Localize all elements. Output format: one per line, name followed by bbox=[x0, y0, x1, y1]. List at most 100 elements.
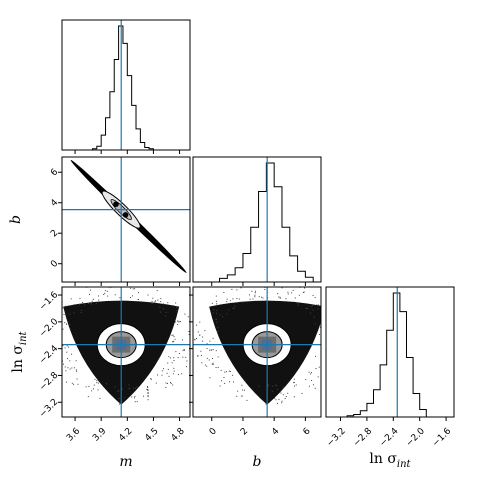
sample-point bbox=[60, 335, 61, 336]
sample-point bbox=[105, 383, 107, 385]
x-axis-label-b: b bbox=[253, 454, 262, 470]
sample-point bbox=[152, 297, 154, 299]
sample-point bbox=[163, 308, 165, 310]
sample-point bbox=[314, 323, 316, 325]
sample-point bbox=[285, 298, 287, 300]
sample-point bbox=[309, 312, 311, 314]
x-tick-label: 2 bbox=[239, 426, 250, 437]
x-tick-label: 4.2 bbox=[117, 426, 134, 443]
sample-point bbox=[147, 385, 149, 387]
sample-point bbox=[71, 382, 73, 384]
sample-point bbox=[274, 384, 276, 386]
scatter-m-ln_sigma_int bbox=[60, 287, 192, 417]
sample-point bbox=[147, 395, 149, 397]
sample-point bbox=[98, 299, 100, 301]
sample-point bbox=[104, 290, 106, 292]
x-tick-label: 4.8 bbox=[170, 426, 187, 443]
sample-point bbox=[267, 385, 269, 387]
sample-point bbox=[128, 384, 130, 386]
sample-point bbox=[278, 280, 279, 281]
sample-point bbox=[119, 297, 121, 299]
sample-point bbox=[305, 307, 307, 309]
sample-point bbox=[215, 300, 217, 302]
sample-point bbox=[224, 371, 226, 373]
sample-point bbox=[60, 341, 61, 342]
sample-point bbox=[150, 378, 152, 380]
sample-point bbox=[66, 345, 68, 347]
sample-point bbox=[210, 349, 212, 351]
sample-point bbox=[67, 367, 69, 369]
sample-point bbox=[173, 336, 175, 338]
x-tick-label: 3.6 bbox=[65, 426, 82, 443]
sample-point bbox=[254, 294, 256, 296]
sample-point bbox=[130, 297, 132, 299]
sample-point bbox=[232, 374, 234, 376]
sample-point bbox=[213, 309, 215, 311]
histogram-b-step bbox=[193, 162, 321, 282]
sample-point bbox=[143, 395, 145, 397]
sample-point bbox=[197, 355, 199, 357]
scatter-m-b bbox=[62, 157, 190, 282]
sample-point bbox=[137, 298, 139, 300]
sample-point bbox=[67, 358, 69, 360]
sample-point bbox=[223, 291, 225, 293]
sample-point bbox=[134, 395, 136, 397]
sample-point bbox=[107, 295, 109, 297]
sample-point bbox=[267, 384, 269, 386]
sample-point bbox=[73, 304, 75, 306]
sample-point bbox=[232, 307, 234, 309]
sample-point bbox=[131, 396, 133, 398]
sample-point bbox=[180, 321, 182, 323]
sample-point bbox=[134, 288, 136, 290]
sample-point bbox=[304, 287, 306, 289]
sample-point bbox=[177, 357, 179, 359]
sample-point bbox=[228, 302, 230, 304]
sample-point bbox=[87, 396, 89, 398]
sample-point bbox=[316, 304, 318, 306]
sample-point bbox=[199, 334, 201, 336]
sample-point bbox=[147, 294, 149, 296]
y-tick-label: 2 bbox=[49, 228, 60, 239]
sample-point bbox=[220, 369, 222, 371]
histogram-b bbox=[193, 157, 321, 282]
sample-point bbox=[271, 390, 273, 392]
sample-point bbox=[297, 304, 299, 306]
histogram-m bbox=[62, 20, 190, 150]
x-tick-label: −2.8 bbox=[352, 426, 375, 449]
sample-point bbox=[276, 402, 278, 404]
sample-point bbox=[216, 321, 218, 323]
sample-point bbox=[60, 349, 61, 350]
sample-point bbox=[84, 304, 86, 306]
sample-point bbox=[194, 339, 196, 341]
sample-point bbox=[103, 293, 105, 295]
sample-point bbox=[217, 366, 219, 368]
sample-point bbox=[97, 382, 99, 384]
sample-point bbox=[251, 290, 253, 292]
sample-point bbox=[89, 293, 91, 295]
sample-point bbox=[160, 298, 162, 300]
sample-point bbox=[224, 382, 226, 384]
sample-point bbox=[147, 391, 149, 393]
sample-point bbox=[294, 297, 296, 299]
sample-point bbox=[328, 358, 329, 359]
sample-point bbox=[209, 340, 211, 342]
sample-point bbox=[64, 347, 66, 349]
sample-point bbox=[171, 334, 173, 336]
sample-point bbox=[64, 305, 66, 307]
sample-point bbox=[96, 382, 98, 384]
sample-point bbox=[337, 351, 338, 352]
sample-point bbox=[94, 378, 96, 380]
sample-point bbox=[274, 397, 276, 399]
sample-point bbox=[77, 383, 79, 385]
panel-frame bbox=[61, 156, 191, 283]
sample-point bbox=[69, 313, 71, 315]
sample-point bbox=[191, 354, 192, 355]
sample-point bbox=[163, 303, 165, 305]
sample-point bbox=[197, 331, 199, 333]
y-axis-label-ln-sigma: ln σint bbox=[10, 330, 29, 372]
marker-point bbox=[122, 212, 129, 218]
sample-point bbox=[80, 312, 82, 314]
sample-point bbox=[202, 336, 204, 338]
sample-point bbox=[276, 388, 278, 390]
sample-point bbox=[132, 295, 134, 297]
